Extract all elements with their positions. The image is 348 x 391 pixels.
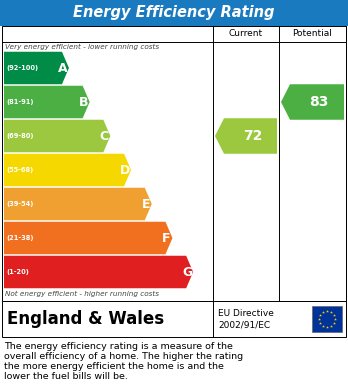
Text: (92-100): (92-100) xyxy=(6,65,38,71)
Text: (39-54): (39-54) xyxy=(6,201,33,207)
Bar xyxy=(312,306,342,332)
Text: C: C xyxy=(100,129,109,142)
Text: The energy efficiency rating is a measure of the: The energy efficiency rating is a measur… xyxy=(4,342,233,351)
Polygon shape xyxy=(4,256,193,288)
Text: the more energy efficient the home is and the: the more energy efficient the home is an… xyxy=(4,362,224,371)
Text: Current: Current xyxy=(229,29,263,38)
Text: A: A xyxy=(58,61,68,75)
Text: (21-38): (21-38) xyxy=(6,235,33,241)
Text: lower the fuel bills will be.: lower the fuel bills will be. xyxy=(4,372,128,381)
Text: F: F xyxy=(162,231,171,244)
Polygon shape xyxy=(215,118,277,154)
Polygon shape xyxy=(4,120,110,152)
Text: 72: 72 xyxy=(243,129,262,143)
Text: Energy Efficiency Rating: Energy Efficiency Rating xyxy=(73,5,275,20)
Text: Potential: Potential xyxy=(293,29,332,38)
Polygon shape xyxy=(4,86,90,118)
Text: G: G xyxy=(182,265,192,278)
Text: E: E xyxy=(142,197,150,210)
Text: Very energy efficient - lower running costs: Very energy efficient - lower running co… xyxy=(5,44,159,50)
Text: B: B xyxy=(79,95,88,108)
Bar xyxy=(2,26,346,301)
Polygon shape xyxy=(281,84,344,120)
Polygon shape xyxy=(4,222,173,254)
Text: D: D xyxy=(120,163,130,176)
Text: England & Wales: England & Wales xyxy=(7,310,164,328)
Text: Not energy efficient - higher running costs: Not energy efficient - higher running co… xyxy=(5,291,159,297)
Polygon shape xyxy=(4,52,69,84)
Text: overall efficiency of a home. The higher the rating: overall efficiency of a home. The higher… xyxy=(4,352,243,361)
Text: EU Directive
2002/91/EC: EU Directive 2002/91/EC xyxy=(218,308,274,329)
Bar xyxy=(2,301,346,337)
Polygon shape xyxy=(4,188,152,220)
Text: (55-68): (55-68) xyxy=(6,167,33,173)
Polygon shape xyxy=(4,154,131,186)
Text: (1-20): (1-20) xyxy=(6,269,29,275)
Text: (69-80): (69-80) xyxy=(6,133,33,139)
Bar xyxy=(0,0,348,26)
Text: (81-91): (81-91) xyxy=(6,99,33,105)
Text: 83: 83 xyxy=(309,95,329,109)
